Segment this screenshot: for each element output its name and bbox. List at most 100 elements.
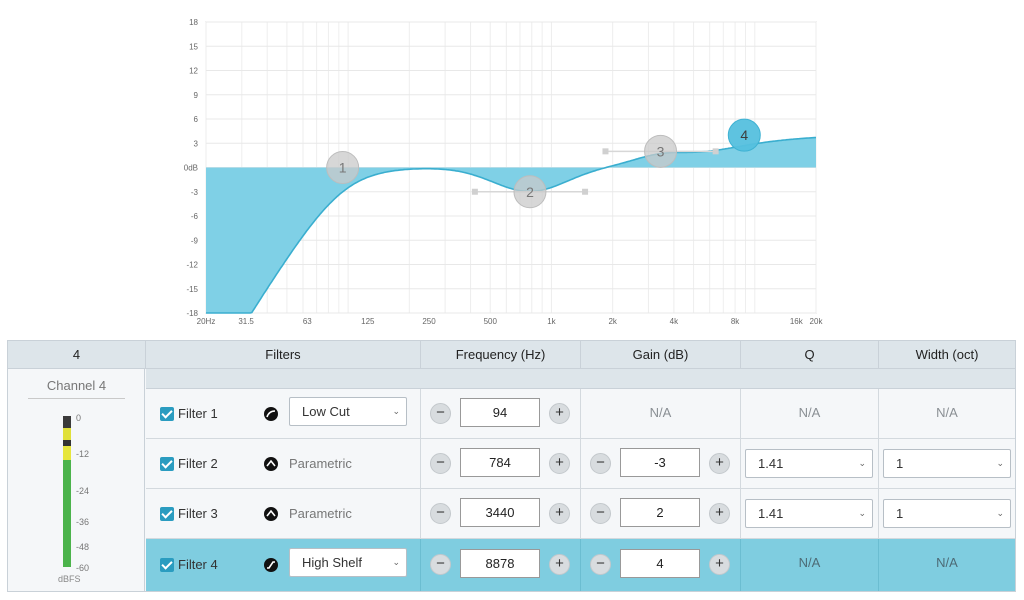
y-tick-label: -9 bbox=[191, 236, 199, 245]
level-meter bbox=[63, 416, 71, 567]
filter-4-frequency-increment-button[interactable]: + bbox=[549, 554, 570, 575]
filter-row-3: Filter 3 Parametric − 3440 + − 2 + 1.41 … bbox=[146, 489, 1015, 539]
bandwidth-handle-left[interactable] bbox=[602, 148, 609, 155]
x-tick-label: 4k bbox=[670, 317, 679, 326]
chevron-down-icon: ⌄ bbox=[996, 458, 1004, 468]
x-tick-label: 2k bbox=[608, 317, 617, 326]
filter-3-gain-increment-button[interactable]: + bbox=[709, 503, 730, 524]
filter-node-label: 4 bbox=[740, 127, 748, 143]
filter-2-checkbox[interactable] bbox=[160, 457, 174, 471]
filter-3-q-select[interactable]: 1.41 ⌄ bbox=[745, 499, 873, 528]
filter-2-width-select[interactable]: 1 ⌄ bbox=[883, 449, 1011, 478]
meter-tick: -36 bbox=[76, 517, 90, 527]
filter-4-gain-decrement-button[interactable]: − bbox=[590, 554, 611, 575]
filter-3-width-select[interactable]: 1 ⌄ bbox=[883, 499, 1011, 528]
filter-3-frequency-input[interactable]: 3440 bbox=[460, 498, 540, 527]
filter-2-gain-input[interactable]: -3 bbox=[620, 448, 700, 477]
filter-4-checkbox[interactable] bbox=[160, 558, 174, 572]
filter-2-q-select[interactable]: 1.41 ⌄ bbox=[745, 449, 873, 478]
low-cut-icon bbox=[264, 407, 278, 421]
filter-2-gain-decrement-button[interactable]: − bbox=[590, 453, 611, 474]
filter-node-2[interactable] bbox=[513, 175, 547, 209]
filter-3-label: Filter 3 bbox=[178, 506, 218, 521]
filter-cell: Filter 3 Parametric bbox=[146, 489, 421, 539]
filter-1-type-select[interactable]: Low Cut ⌄ bbox=[289, 397, 407, 426]
filter-3-gain-decrement-button[interactable]: − bbox=[590, 503, 611, 524]
meter-segment-level bbox=[63, 460, 71, 567]
filter-2-frequency-decrement-button[interactable]: − bbox=[430, 453, 451, 474]
bandwidth-handle-right[interactable] bbox=[582, 188, 589, 195]
filter-1-frequency-decrement-button[interactable]: − bbox=[430, 403, 451, 424]
y-tick-label: -3 bbox=[191, 188, 199, 197]
filter-3-checkbox[interactable] bbox=[160, 507, 174, 521]
gain-cell: N/A bbox=[581, 389, 741, 439]
gain-header: Gain (dB) bbox=[581, 341, 741, 369]
y-tick-label: 0dB bbox=[184, 164, 198, 173]
eq-response-fill bbox=[206, 137, 816, 313]
filter-4-frequency-input[interactable]: 8878 bbox=[460, 549, 540, 578]
q-cell: N/A bbox=[741, 539, 879, 591]
filter-1-q-na: N/A bbox=[798, 405, 821, 420]
y-tick-label: 6 bbox=[194, 115, 199, 124]
chevron-down-icon: ⌄ bbox=[392, 557, 400, 567]
filter-3-frequency-decrement-button[interactable]: − bbox=[430, 503, 451, 524]
x-tick-label: 16k bbox=[790, 317, 804, 326]
filter-3-gain-input[interactable]: 2 bbox=[620, 498, 700, 527]
x-tick-label: 63 bbox=[303, 317, 312, 326]
chevron-down-icon: ⌄ bbox=[858, 508, 866, 518]
filter-node-3[interactable] bbox=[644, 134, 678, 168]
high-shelf-icon bbox=[264, 558, 278, 572]
filter-3-type: Parametric bbox=[289, 506, 352, 521]
filter-node-label: 1 bbox=[339, 160, 347, 176]
filter-2-frequency-increment-button[interactable]: + bbox=[549, 453, 570, 474]
x-tick-label: 1k bbox=[547, 317, 556, 326]
chart-nodes: 1 2 3 4 bbox=[326, 118, 761, 209]
filter-cell: Filter 1 Low Cut ⌄ bbox=[146, 389, 421, 439]
filter-1-checkbox[interactable] bbox=[160, 407, 174, 421]
filter-1-frequency-increment-button[interactable]: + bbox=[549, 403, 570, 424]
y-tick-label: 9 bbox=[194, 91, 199, 100]
chevron-down-icon: ⌄ bbox=[858, 458, 866, 468]
filter-4-type-select[interactable]: High Shelf ⌄ bbox=[289, 548, 407, 577]
filter-2-label: Filter 2 bbox=[178, 456, 218, 471]
filter-1-frequency-input[interactable]: 94 bbox=[460, 398, 540, 427]
filter-node-4[interactable] bbox=[727, 118, 761, 152]
parametric-icon bbox=[264, 507, 278, 521]
q-cell: 1.41 ⌄ bbox=[741, 439, 879, 489]
filter-cell: Filter 2 Parametric bbox=[146, 439, 421, 489]
bandwidth-handle-left[interactable] bbox=[471, 188, 478, 195]
bandwidth-handle-right[interactable] bbox=[712, 148, 719, 155]
filter-2-frequency-input[interactable]: 784 bbox=[460, 448, 540, 477]
width-cell: 1 ⌄ bbox=[879, 489, 1015, 539]
y-tick-label: -12 bbox=[186, 261, 198, 270]
filter-cell: Filter 4 High Shelf ⌄ bbox=[146, 539, 421, 591]
x-tick-label: 20k bbox=[810, 317, 824, 326]
filter-2-gain-increment-button[interactable]: + bbox=[709, 453, 730, 474]
width-cell: 1 ⌄ bbox=[879, 439, 1015, 489]
filter-4-gain-input[interactable]: 4 bbox=[620, 549, 700, 578]
gain-cell: − 2 + bbox=[581, 489, 741, 539]
y-tick-label: -6 bbox=[191, 212, 199, 221]
frequency-cell: − 8878 + bbox=[421, 539, 581, 591]
filter-4-gain-increment-button[interactable]: + bbox=[709, 554, 730, 575]
x-tick-label: 250 bbox=[422, 317, 436, 326]
meter-tick: 0 bbox=[76, 413, 82, 423]
x-tick-label: 125 bbox=[361, 317, 375, 326]
filter-4-width-na: N/A bbox=[936, 555, 958, 570]
frequency-cell: − 784 + bbox=[421, 439, 581, 489]
filter-node-1[interactable] bbox=[326, 151, 360, 184]
filter-1-type-value: Low Cut bbox=[302, 404, 350, 419]
y-tick-label: 12 bbox=[189, 67, 198, 76]
width-header: Width (oct) bbox=[879, 341, 1015, 369]
y-tick-label: -18 bbox=[186, 309, 198, 318]
filter-2-q-value: 1.41 bbox=[758, 456, 784, 471]
q-cell: N/A bbox=[741, 389, 879, 439]
meter-tick: -12 bbox=[76, 449, 90, 459]
parametric-icon bbox=[264, 457, 278, 471]
filter-3-q-value: 1.41 bbox=[758, 506, 784, 521]
filter-row-4: Filter 4 High Shelf ⌄ − 8878 + − 4 + N/A… bbox=[146, 539, 1015, 591]
filter-4-frequency-decrement-button[interactable]: − bbox=[430, 554, 451, 575]
y-tick-label: 18 bbox=[189, 18, 198, 27]
filter-3-frequency-increment-button[interactable]: + bbox=[549, 503, 570, 524]
